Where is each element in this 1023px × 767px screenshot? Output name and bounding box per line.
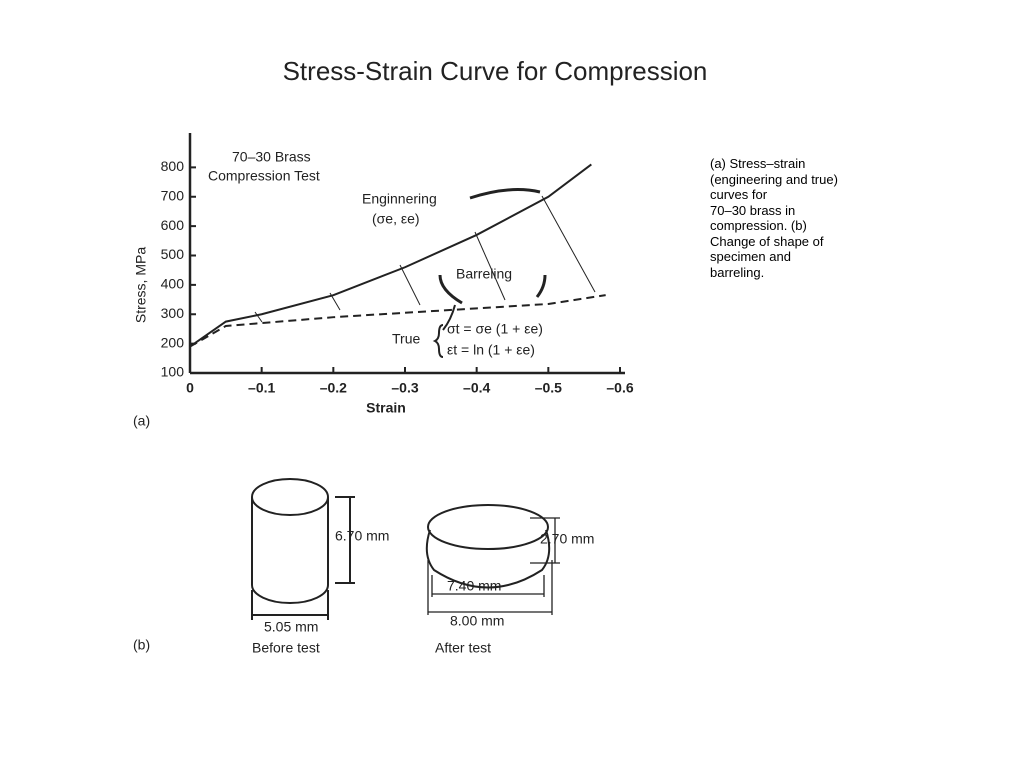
x-tick-label: –0.5 xyxy=(535,380,562,396)
annotation: Enginnering xyxy=(362,191,437,207)
brace xyxy=(432,324,444,358)
slide-title: Stress-Strain Curve for Compression xyxy=(283,56,708,86)
y-tick-label: 200 xyxy=(161,334,185,350)
dimension-label: 5.05 mm xyxy=(264,619,318,635)
caption-line: 70–30 brass in xyxy=(710,202,796,218)
x-tick-label: –0.3 xyxy=(391,380,418,396)
arrows xyxy=(254,188,596,331)
annotation: 70–30 Brass xyxy=(232,149,311,165)
caption-line: (engineering and true) xyxy=(710,171,838,187)
y-tick-label: 500 xyxy=(161,246,185,262)
panel-label: (a) xyxy=(133,413,150,429)
x-tick-label: –0.6 xyxy=(606,380,633,396)
annotation: σt = σe (1 + εe) xyxy=(447,321,543,337)
cylinders xyxy=(251,478,560,620)
annotation: (σe, εe) xyxy=(372,211,420,227)
caption-line: specimen and xyxy=(710,249,791,264)
y-tick-label: 700 xyxy=(161,187,185,203)
x-tick-label: –0.4 xyxy=(463,380,490,396)
dimension-label: 2.70 mm xyxy=(540,531,594,547)
annotation: True xyxy=(392,331,420,347)
y-tick-label: 600 xyxy=(161,217,185,233)
y-tick-label: 400 xyxy=(161,276,185,292)
x-tick-label: 0 xyxy=(186,380,194,396)
caption-line: curves for xyxy=(710,187,768,202)
y-tick-label: 100 xyxy=(161,364,185,380)
y-axis-label: Stress, MPa xyxy=(133,247,149,323)
caption: (a) Stress–strain (engineering and true) c… xyxy=(710,156,838,280)
dimension-label: 7.40 mm xyxy=(447,578,501,594)
annotation: Compression Test xyxy=(208,168,320,184)
caption-line: (a) Stress–strain xyxy=(710,156,806,171)
series-line xyxy=(189,294,606,348)
caption-line: barreling. xyxy=(710,264,765,280)
annotation: εt = ln (1 + εe) xyxy=(447,342,535,358)
x-tick-label: –0.1 xyxy=(248,380,275,396)
caption-line: compression. (b) xyxy=(710,218,807,233)
annotation: Barreling xyxy=(456,266,512,282)
dimension-label: 8.00 mm xyxy=(450,613,504,629)
y-tick-label: 800 xyxy=(161,158,185,174)
dimension-label: 6.70 mm xyxy=(335,528,389,544)
caption-line: Change of shape of xyxy=(710,233,824,249)
panel-label: (b) xyxy=(133,637,150,653)
x-tick-label: –0.2 xyxy=(320,380,347,396)
x-axis-label: Strain xyxy=(366,400,406,416)
diagram-label: After test xyxy=(435,640,491,656)
series-line xyxy=(189,163,592,348)
y-tick-label: 300 xyxy=(161,305,185,321)
diagram-label: Before test xyxy=(252,640,320,656)
